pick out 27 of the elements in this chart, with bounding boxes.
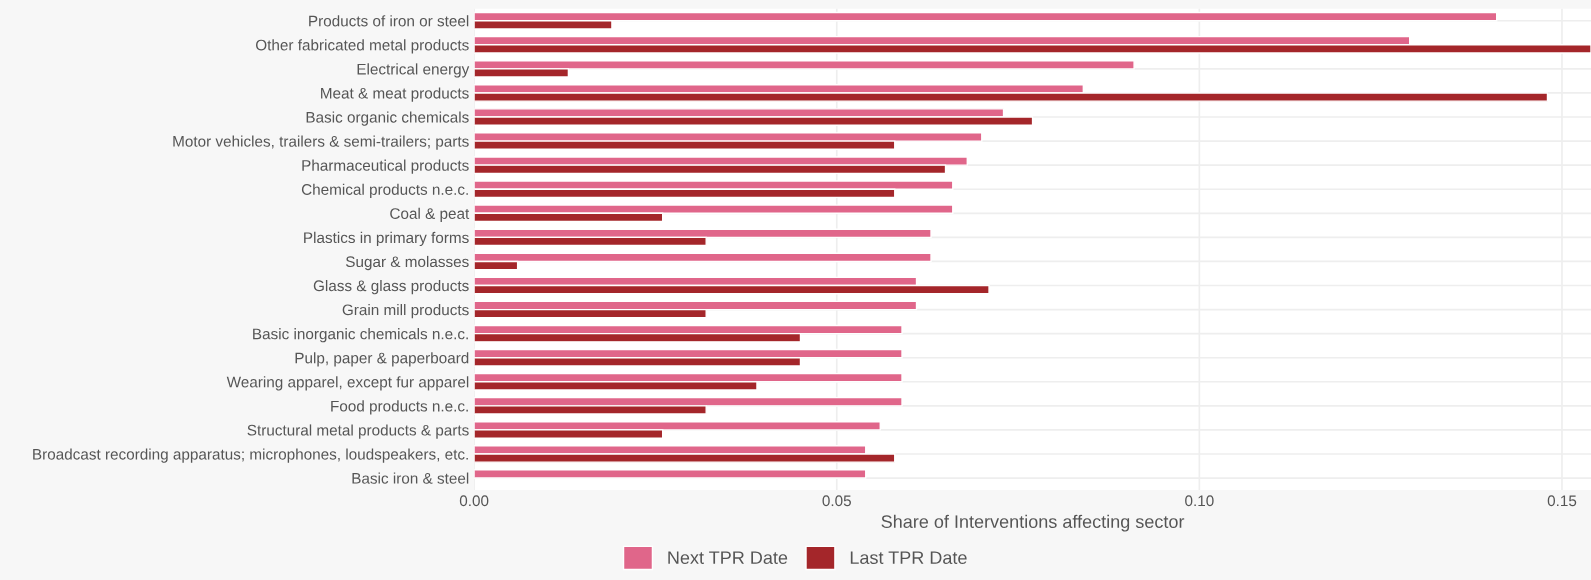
x-tick-label: 0.00 <box>459 495 489 507</box>
y-tick-label: Electrical energy <box>357 63 470 78</box>
legend-label: Next TPR Date <box>668 551 788 565</box>
x-axis-title: Share of Interventions affecting sector <box>881 514 1185 532</box>
y-tick-label: Basic iron & steel <box>352 472 469 484</box>
y-tick-label: Wearing apparel, except fur apparel <box>226 376 469 391</box>
y-tick-label: Glass & glass products <box>313 279 469 295</box>
y-tick-label: Food products n.e.c. <box>331 400 468 415</box>
y-tick-label: Basic inorganic chemicals n.e.c. <box>253 328 468 343</box>
x-tick-label: 0.05 <box>822 495 851 507</box>
y-tick-label: Grain mill products <box>342 304 469 319</box>
y-tick-label: Meat & meat products <box>321 87 469 102</box>
x-tick-label: 0.10 <box>1185 495 1214 507</box>
y-tick-label: Pharmaceutical products <box>302 159 469 174</box>
y-tick-label: Structural metal products & parts <box>247 424 469 439</box>
y-tick-label: Basic organic chemicals <box>306 111 469 126</box>
y-tick-label: Plastics in primary forms <box>304 231 469 247</box>
y-tick-label: Other fabricated metal products <box>256 39 469 54</box>
y-tick-label: Motor vehicles, trailers & semi-trailers; parts <box>173 135 469 150</box>
y-tick-label: Chemical products n.e.c. <box>301 183 468 198</box>
y-tick-label: Broadcast recording apparatus; microphones, loudspeakers, etc. <box>33 448 468 463</box>
y-tick-label: Sugar & molasses <box>345 255 469 271</box>
x-tick-label: 0.15 <box>1547 495 1577 507</box>
y-tick-label: Pulp, paper & paperboard <box>295 352 469 367</box>
legend-label: Last TPR Date <box>850 551 967 565</box>
y-tick-label: Products of iron or steel <box>309 15 469 27</box>
y-tick-label: Coal & peat <box>390 207 470 222</box>
